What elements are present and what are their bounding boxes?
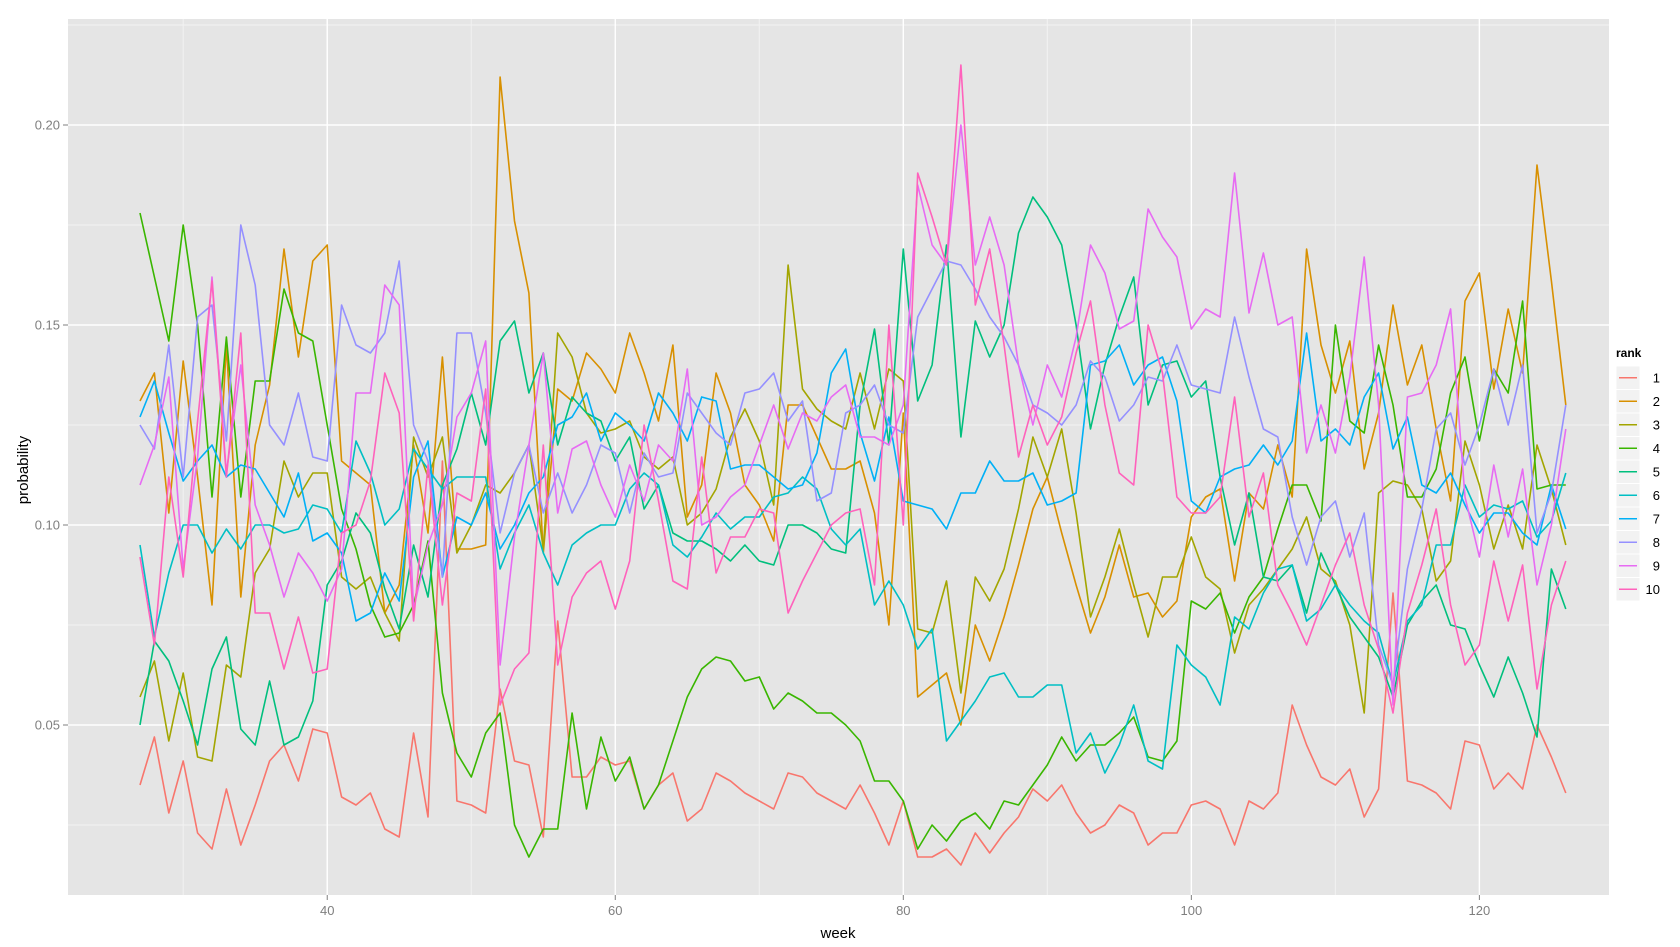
legend-label-rank-3: 3: [1653, 417, 1660, 432]
legend-label-rank-6: 6: [1653, 488, 1660, 503]
x-axis: 40 60 80 100 120: [320, 895, 1490, 918]
legend-label-rank-2: 2: [1653, 394, 1660, 409]
x-tick-label: 80: [896, 903, 910, 918]
y-axis: 0.05 0.10 0.15 0.20: [35, 118, 68, 733]
legend-label-rank-4: 4: [1653, 441, 1660, 456]
legend-label-rank-8: 8: [1653, 535, 1660, 550]
series-line-rank-5: [139, 196, 1567, 746]
series-line-rank-9: [139, 124, 1567, 706]
y-tick-label: 0.15: [35, 318, 60, 333]
x-tick-label: 100: [1180, 903, 1202, 918]
series-line-rank-2: [139, 76, 1567, 726]
y-tick-label: 0.05: [35, 718, 60, 733]
y-axis-title: probability: [15, 435, 32, 504]
y-tick-label: 0.10: [35, 518, 60, 533]
y-tick-label: 0.20: [35, 118, 60, 133]
legend-label-rank-1: 1: [1653, 370, 1660, 385]
x-tick-label: 40: [320, 903, 334, 918]
series-line-rank-7: [139, 332, 1567, 622]
legend-label-rank-7: 7: [1653, 511, 1660, 526]
legend: rank 1 2 3 4 5 6 7 8 9 10: [1615, 346, 1660, 602]
legend-title: rank: [1616, 346, 1642, 360]
legend-label-rank-5: 5: [1653, 464, 1660, 479]
legend-label-rank-10: 10: [1646, 582, 1660, 597]
series-line-rank-6: [139, 440, 1567, 774]
x-tick-label: 60: [608, 903, 622, 918]
series-line-rank-4: [139, 212, 1566, 858]
series-lines: [139, 64, 1567, 866]
legend-label-rank-9: 9: [1653, 558, 1660, 573]
series-line-rank-10: [139, 64, 1567, 714]
series-line-rank-1: [139, 460, 1567, 866]
x-axis-title: week: [819, 925, 856, 942]
x-tick-label: 120: [1469, 903, 1491, 918]
